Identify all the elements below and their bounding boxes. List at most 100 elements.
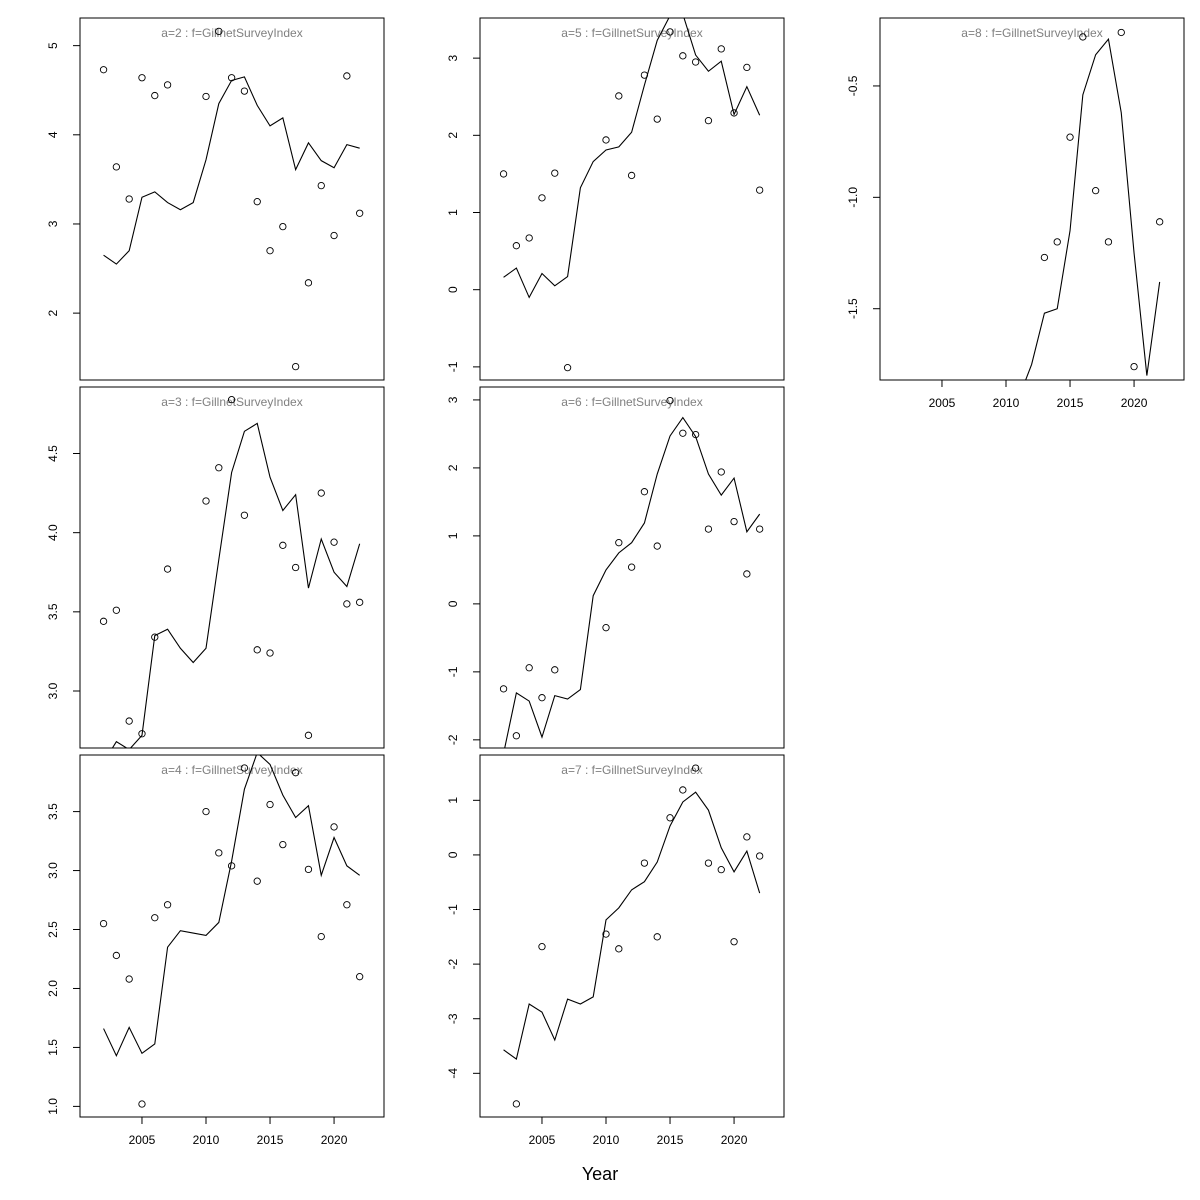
point <box>525 234 533 242</box>
y-tick-label: -1 <box>446 361 460 372</box>
point <box>163 901 172 909</box>
point <box>704 117 713 125</box>
point <box>99 919 108 928</box>
fit-line <box>103 755 360 1057</box>
point <box>125 975 133 983</box>
point <box>679 52 687 60</box>
point <box>691 58 700 66</box>
point <box>640 859 649 867</box>
point <box>304 865 313 874</box>
y-tick-label: 1.0 <box>46 1098 60 1115</box>
y-tick-label: 4 <box>46 131 60 138</box>
y-tick-label: -1 <box>446 666 460 677</box>
point <box>1079 33 1087 41</box>
point <box>499 685 508 693</box>
point <box>512 242 521 250</box>
point <box>202 92 210 101</box>
point <box>356 209 364 217</box>
fit-line <box>504 416 761 748</box>
point <box>266 649 274 657</box>
point <box>227 396 236 404</box>
fit-line <box>111 422 361 748</box>
point <box>743 63 751 72</box>
y-tick-label: 5 <box>46 42 60 49</box>
panel: a=8 : f=GillnetSurveyIndex -1.5 -1.0 -0.5 20… <box>846 17 1185 410</box>
x-axis-label: Year <box>582 1164 618 1184</box>
panel-frame <box>79 754 385 1118</box>
point <box>679 786 687 794</box>
y-tick-label: 3.0 <box>46 682 60 699</box>
plot-area <box>99 27 364 371</box>
plot-area <box>99 396 364 748</box>
point <box>730 517 738 526</box>
point <box>304 279 313 287</box>
panel-title: a=7 : f=GillnetSurveyIndex <box>561 763 702 777</box>
point <box>499 170 508 178</box>
point <box>679 429 687 437</box>
panel-title: a=3 : f=GillnetSurveyIndex <box>161 395 302 409</box>
point <box>99 66 108 74</box>
y-tick-label: 3 <box>446 54 460 61</box>
point <box>291 769 300 777</box>
point <box>317 932 325 941</box>
point <box>279 222 287 231</box>
point <box>717 866 725 874</box>
point <box>704 525 713 533</box>
y-tick-label: 3.5 <box>46 603 60 620</box>
point <box>330 823 338 831</box>
point <box>615 539 623 547</box>
point <box>743 833 751 841</box>
point <box>602 136 610 144</box>
y-tick-label: 0 <box>446 286 460 293</box>
panel-title: a=4 : f=GillnetSurveyIndex <box>161 763 302 777</box>
point <box>640 488 649 496</box>
y-tick-label: -2 <box>446 734 460 745</box>
point <box>551 169 559 177</box>
point <box>356 973 364 981</box>
point <box>666 28 674 36</box>
point <box>330 231 338 240</box>
point <box>627 563 636 571</box>
y-tick-label: 1 <box>446 532 460 539</box>
point <box>525 664 533 672</box>
plot-area <box>499 396 764 748</box>
fit-line <box>503 791 761 1061</box>
point <box>266 800 274 809</box>
y-tick-label: -4 <box>446 1068 460 1079</box>
point <box>151 633 159 641</box>
x-tick-label: 2015 <box>657 1133 684 1147</box>
y-tick-label: 0 <box>446 600 460 607</box>
point <box>138 1100 146 1108</box>
y-tick-label: 3 <box>46 220 60 227</box>
point <box>291 563 300 572</box>
y-tick-label: 3 <box>446 396 460 403</box>
point <box>1091 186 1100 195</box>
point <box>1040 253 1049 262</box>
panel-title: a=6 : f=GillnetSurveyIndex <box>561 395 702 409</box>
panel: a=4 : f=GillnetSurveyIndex 1.0 1.5 2.0 2.5 3.… <box>46 754 385 1147</box>
point <box>253 877 261 885</box>
point <box>330 538 338 546</box>
y-tick-label: 0 <box>446 851 460 858</box>
point <box>279 541 287 549</box>
point <box>317 181 325 190</box>
panel-frame <box>79 17 385 381</box>
x-tick-label: 2005 <box>129 1133 156 1147</box>
point <box>279 840 287 849</box>
y-tick-label: 1 <box>446 209 460 216</box>
point <box>563 364 572 372</box>
point <box>653 933 661 941</box>
y-tick-label: -3 <box>446 1013 460 1024</box>
point <box>343 901 351 909</box>
panel: a=7 : f=GillnetSurveyIndex -4 -3 -2 -1 0 1 2005… <box>446 754 785 1147</box>
point <box>756 525 764 533</box>
panel: a=5 : f=GillnetSurveyIndex -1 0 1 2 3 <box>446 17 785 381</box>
point <box>202 807 210 816</box>
point <box>356 598 364 606</box>
point <box>602 624 610 632</box>
y-tick-label: 2 <box>46 309 60 316</box>
point <box>163 565 172 573</box>
panel-frame <box>79 386 385 749</box>
y-tick-label: -2 <box>446 958 460 969</box>
y-tick-label: 1.5 <box>46 1039 60 1056</box>
